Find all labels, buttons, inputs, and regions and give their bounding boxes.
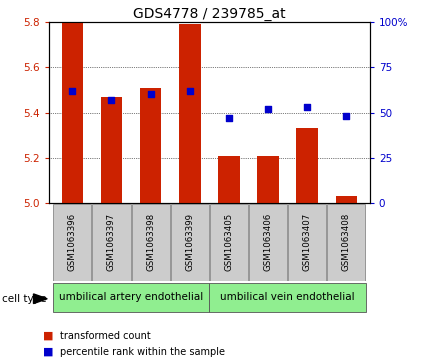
Bar	[257, 156, 279, 203]
Point	[265, 106, 272, 112]
Bar	[288, 204, 326, 281]
Polygon shape	[34, 294, 47, 303]
Bar	[209, 283, 366, 312]
Point	[226, 115, 232, 121]
Text: GSM1063399: GSM1063399	[185, 213, 194, 271]
Point	[69, 88, 76, 94]
Bar	[327, 204, 366, 281]
Text: GSM1063407: GSM1063407	[303, 213, 312, 272]
Bar	[179, 24, 201, 203]
Bar	[249, 204, 287, 281]
Text: GSM1063396: GSM1063396	[68, 213, 77, 272]
Bar	[53, 204, 91, 281]
Text: umbilical artery endothelial: umbilical artery endothelial	[59, 292, 203, 302]
Text: GSM1063405: GSM1063405	[224, 213, 233, 272]
Point	[343, 113, 350, 119]
Bar	[140, 87, 162, 203]
Text: GSM1063398: GSM1063398	[146, 213, 155, 272]
Text: ■: ■	[42, 331, 53, 341]
Bar	[53, 283, 209, 312]
Text: percentile rank within the sample: percentile rank within the sample	[60, 347, 225, 357]
Text: GSM1063397: GSM1063397	[107, 213, 116, 272]
Text: GSM1063408: GSM1063408	[342, 213, 351, 272]
Text: cell type: cell type	[2, 294, 47, 305]
Bar	[62, 22, 83, 203]
Bar	[171, 204, 209, 281]
Text: GSM1063406: GSM1063406	[264, 213, 272, 272]
Bar	[101, 97, 122, 203]
Point	[186, 88, 193, 94]
Title: GDS4778 / 239785_at: GDS4778 / 239785_at	[133, 7, 286, 21]
Bar	[296, 129, 318, 203]
Text: transformed count: transformed count	[60, 331, 151, 341]
Point	[304, 104, 311, 110]
Point	[147, 91, 154, 97]
Point	[108, 97, 115, 103]
Bar	[218, 156, 240, 203]
Bar	[335, 196, 357, 203]
Text: umbilical vein endothelial: umbilical vein endothelial	[220, 292, 355, 302]
Bar	[132, 204, 170, 281]
Bar	[92, 204, 130, 281]
Bar	[210, 204, 248, 281]
Text: ■: ■	[42, 347, 53, 357]
